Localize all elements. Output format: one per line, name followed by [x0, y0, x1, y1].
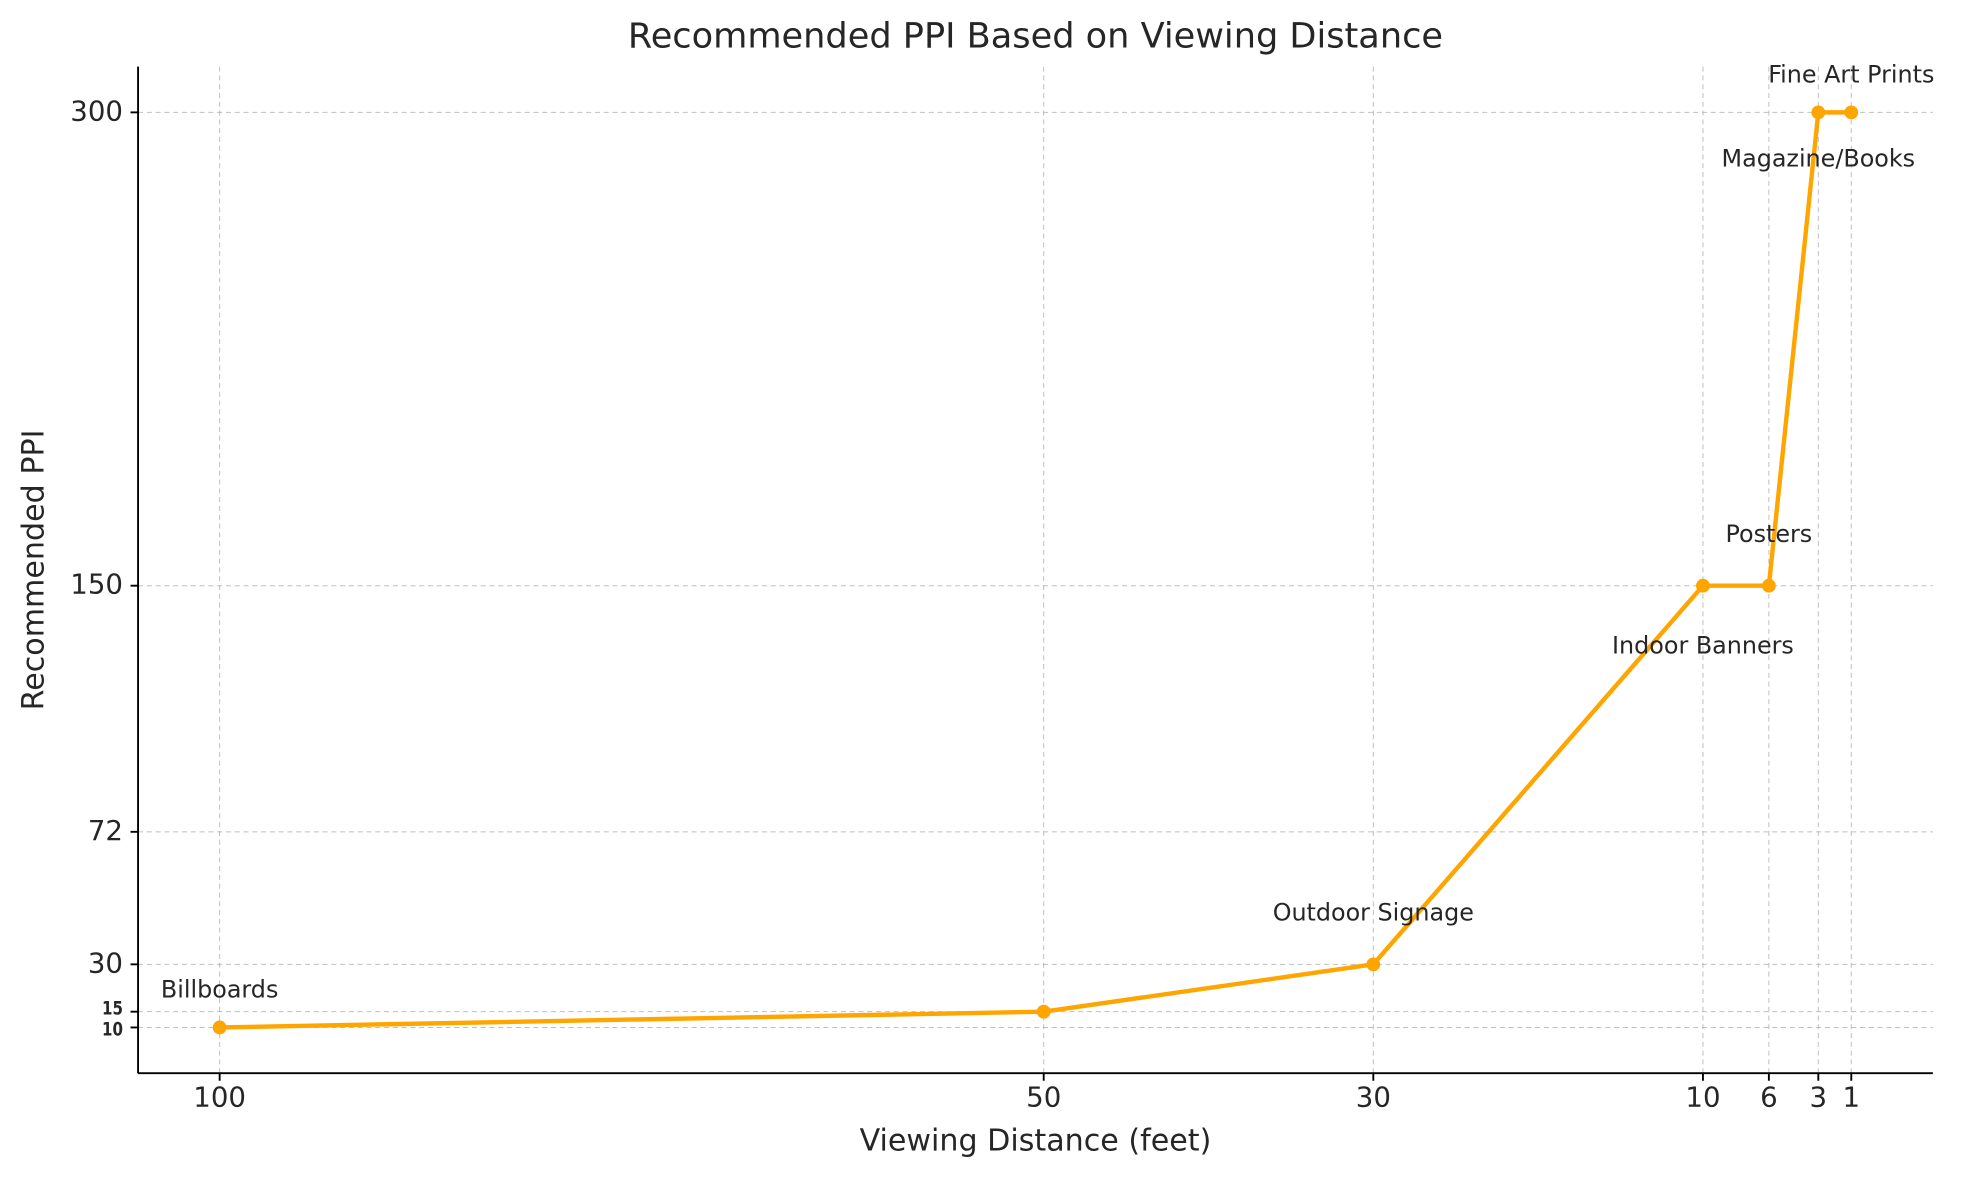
- y-tick-label: 15: [102, 998, 123, 1020]
- point-label: Fine Art Prints: [1768, 60, 1934, 88]
- x-tick-label: 50: [1026, 1080, 1061, 1113]
- point-label: Billboards: [161, 976, 278, 1004]
- data-point: [1844, 105, 1859, 120]
- data-point: [1761, 578, 1776, 593]
- data-line: [219, 110, 1852, 1030]
- data-point: [212, 1020, 227, 1035]
- x-tick-label: 100: [193, 1080, 246, 1113]
- point-label: Indoor Banners: [1612, 632, 1794, 660]
- x-axis-label: Viewing Distance (feet): [860, 1124, 1212, 1159]
- chart-title: Recommended PPI Based on Viewing Distanc…: [628, 16, 1443, 57]
- data-point: [1696, 578, 1710, 593]
- x-tick-label: 6: [1760, 1080, 1778, 1113]
- x-tick-label: 1: [1842, 1080, 1860, 1113]
- data-point: [1366, 957, 1381, 972]
- point-label: Posters: [1726, 520, 1813, 548]
- y-tick-label: 10: [102, 1019, 123, 1041]
- x-tick-label: 10: [1685, 1080, 1720, 1113]
- y-tick-label: 150: [70, 568, 123, 601]
- x-tick-label: 30: [1356, 1080, 1391, 1113]
- x-tick-label: 3: [1810, 1080, 1828, 1113]
- point-label: Magazine/Books: [1722, 145, 1916, 173]
- point-label: Outdoor Signage: [1273, 899, 1474, 927]
- data-point: [1036, 1004, 1051, 1019]
- y-axis-label: Recommended PPI: [17, 429, 52, 710]
- data-point: [1811, 105, 1826, 120]
- y-tick-label: 30: [88, 946, 123, 979]
- y-tick-label: 72: [88, 814, 123, 847]
- y-tick-label: 300: [70, 94, 123, 127]
